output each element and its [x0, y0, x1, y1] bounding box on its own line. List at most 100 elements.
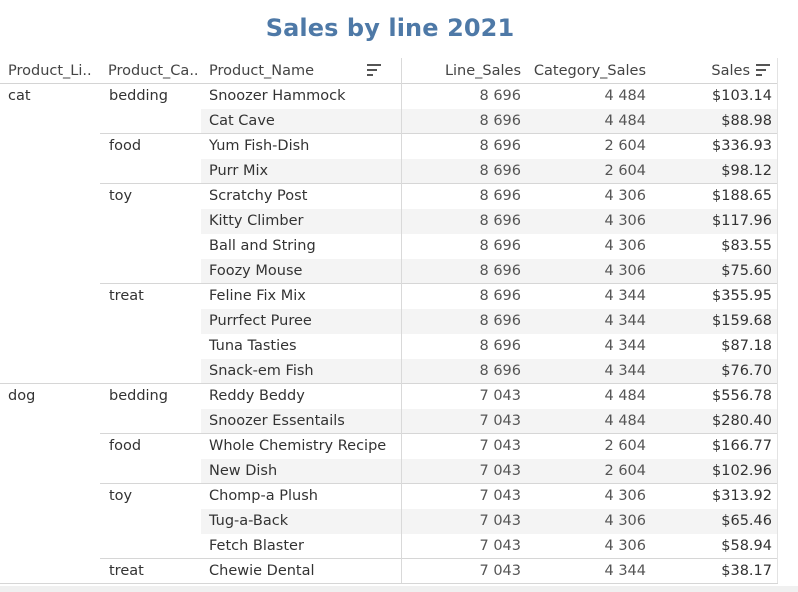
product-name-cell[interactable]: Scratchy Post: [209, 188, 308, 204]
sales-cell[interactable]: $98.12: [721, 163, 772, 179]
sales-cell[interactable]: $76.70: [721, 363, 772, 379]
sort-descending-icon[interactable]: [367, 64, 381, 76]
product-name-cell[interactable]: Whole Chemistry Recipe: [209, 438, 387, 454]
sales-cell[interactable]: $336.93: [712, 138, 772, 154]
category-sales-cell[interactable]: 4 484: [604, 388, 646, 404]
sales-cell[interactable]: $159.68: [712, 313, 772, 329]
line-sales-cell[interactable]: 7 043: [479, 513, 521, 529]
sales-cell[interactable]: $87.18: [721, 338, 772, 354]
sales-cell[interactable]: $102.96: [712, 463, 772, 479]
line-sales-cell[interactable]: 7 043: [479, 388, 521, 404]
sort-descending-icon[interactable]: [756, 64, 770, 76]
table-row[interactable]: Snack-em Fish 8 696 4 344 $76.70: [0, 359, 778, 384]
category-sales-cell[interactable]: 2 604: [604, 438, 646, 454]
table-row[interactable]: Foozy Mouse 8 696 4 306 $75.60: [0, 259, 778, 284]
sales-cell[interactable]: $83.55: [721, 238, 772, 254]
line-sales-cell[interactable]: 8 696: [479, 338, 521, 354]
category-sales-cell[interactable]: 4 344: [604, 563, 646, 579]
sales-cell[interactable]: $355.95: [712, 288, 772, 304]
product-category-label[interactable]: food: [109, 138, 142, 154]
table-row[interactable]: Scratchy Post 8 696 4 306 $188.65: [0, 184, 778, 209]
product-category-label[interactable]: treat: [109, 288, 144, 304]
header-line-sales[interactable]: Line_Sales: [444, 63, 521, 79]
product-name-cell[interactable]: Feline Fix Mix: [209, 288, 306, 304]
product-category-label[interactable]: bedding: [109, 88, 168, 104]
category-sales-cell[interactable]: 2 604: [604, 163, 646, 179]
product-name-cell[interactable]: Tug-a-Back: [209, 513, 289, 529]
line-sales-cell[interactable]: 7 043: [479, 538, 521, 554]
line-sales-cell[interactable]: 8 696: [479, 263, 521, 279]
line-sales-cell[interactable]: 7 043: [479, 563, 521, 579]
sales-cell[interactable]: $280.40: [712, 413, 772, 429]
product-name-cell[interactable]: New Dish: [209, 463, 278, 479]
table-row[interactable]: Feline Fix Mix 8 696 4 344 $355.95: [0, 284, 778, 309]
category-sales-cell[interactable]: 4 344: [604, 338, 646, 354]
table-row[interactable]: Snoozer Hammock 8 696 4 484 $103.14: [0, 84, 778, 109]
category-sales-cell[interactable]: 4 344: [604, 288, 646, 304]
line-sales-cell[interactable]: 8 696: [479, 288, 521, 304]
product-category-label[interactable]: treat: [109, 563, 144, 579]
line-sales-cell[interactable]: 8 696: [479, 213, 521, 229]
product-category-label[interactable]: toy: [109, 488, 133, 504]
category-sales-cell[interactable]: 4 306: [604, 188, 646, 204]
product-name-cell[interactable]: Snoozer Essentails: [209, 413, 345, 429]
sales-cell[interactable]: $65.46: [721, 513, 772, 529]
category-sales-cell[interactable]: 4 306: [604, 513, 646, 529]
table-row[interactable]: Reddy Beddy 7 043 4 484 $556.78: [0, 384, 778, 409]
category-sales-cell[interactable]: 4 344: [604, 313, 646, 329]
product-line-label[interactable]: dog: [8, 388, 36, 404]
table-row[interactable]: Snoozer Essentails 7 043 4 484 $280.40: [0, 409, 778, 434]
line-sales-cell[interactable]: 7 043: [479, 488, 521, 504]
product-category-label[interactable]: food: [109, 438, 142, 454]
product-name-cell[interactable]: Chomp-a Plush: [209, 488, 318, 504]
header-sales[interactable]: Sales: [711, 63, 750, 79]
sales-cell[interactable]: $556.78: [712, 388, 772, 404]
sales-cell[interactable]: $38.17: [721, 563, 772, 579]
product-name-cell[interactable]: Purrfect Puree: [209, 313, 312, 329]
table-row[interactable]: Chomp-a Plush 7 043 4 306 $313.92: [0, 484, 778, 509]
sales-cell[interactable]: $58.94: [721, 538, 772, 554]
horizontal-scrollbar[interactable]: [0, 586, 798, 592]
sales-cell[interactable]: $75.60: [721, 263, 772, 279]
header-category-sales[interactable]: Category_Sales: [533, 63, 646, 79]
sales-cell[interactable]: $117.96: [712, 213, 772, 229]
sales-cell[interactable]: $313.92: [712, 488, 772, 504]
table-row[interactable]: Yum Fish-Dish 8 696 2 604 $336.93: [0, 134, 778, 159]
header-product-name[interactable]: Product_Name: [209, 63, 315, 79]
product-name-cell[interactable]: Snack-em Fish: [209, 363, 314, 379]
category-sales-cell[interactable]: 4 306: [604, 538, 646, 554]
category-sales-cell[interactable]: 4 344: [604, 363, 646, 379]
category-sales-cell[interactable]: 4 306: [604, 213, 646, 229]
table-row[interactable]: New Dish 7 043 2 604 $102.96: [0, 459, 778, 484]
line-sales-cell[interactable]: 8 696: [479, 188, 521, 204]
table-row[interactable]: Whole Chemistry Recipe 7 043 2 604 $166.77: [0, 434, 778, 459]
product-name-cell[interactable]: Ball and String: [209, 238, 316, 254]
product-name-cell[interactable]: Kitty Climber: [209, 213, 304, 229]
product-line-label[interactable]: cat: [8, 88, 31, 104]
line-sales-cell[interactable]: 8 696: [479, 113, 521, 129]
product-name-cell[interactable]: Yum Fish-Dish: [209, 138, 310, 154]
line-sales-cell[interactable]: 8 696: [479, 313, 521, 329]
header-product-category[interactable]: Product_Ca..: [108, 63, 199, 79]
product-name-cell[interactable]: Snoozer Hammock: [209, 88, 346, 104]
line-sales-cell[interactable]: 8 696: [479, 238, 521, 254]
table-row[interactable]: Kitty Climber 8 696 4 306 $117.96: [0, 209, 778, 234]
table-row[interactable]: Purr Mix 8 696 2 604 $98.12: [0, 159, 778, 184]
line-sales-cell[interactable]: 8 696: [479, 363, 521, 379]
product-name-cell[interactable]: Foozy Mouse: [209, 263, 303, 279]
table-row[interactable]: Ball and String 8 696 4 306 $83.55: [0, 234, 778, 259]
product-name-cell[interactable]: Reddy Beddy: [209, 388, 305, 404]
line-sales-cell[interactable]: 8 696: [479, 138, 521, 154]
category-sales-cell[interactable]: 2 604: [604, 138, 646, 154]
product-name-cell[interactable]: Purr Mix: [209, 163, 269, 179]
category-sales-cell[interactable]: 2 604: [604, 463, 646, 479]
product-name-cell[interactable]: Cat Cave: [209, 113, 275, 129]
sales-cell[interactable]: $166.77: [712, 438, 772, 454]
table-row[interactable]: Purrfect Puree 8 696 4 344 $159.68: [0, 309, 778, 334]
category-sales-cell[interactable]: 4 306: [604, 488, 646, 504]
product-category-label[interactable]: bedding: [109, 388, 168, 404]
line-sales-cell[interactable]: 8 696: [479, 163, 521, 179]
line-sales-cell[interactable]: 8 696: [479, 88, 521, 104]
category-sales-cell[interactable]: 4 484: [604, 113, 646, 129]
header-product-line[interactable]: Product_Li..: [8, 63, 92, 79]
